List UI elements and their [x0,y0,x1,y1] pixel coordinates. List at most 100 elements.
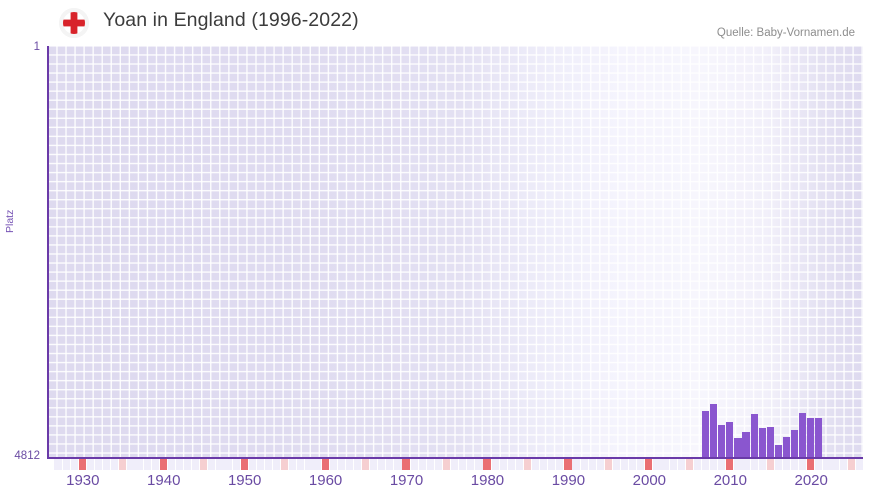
x-tick-swatch [370,459,378,470]
bar-2017[interactable] [782,437,791,458]
x-tick-swatch [103,459,111,470]
x-axis-label-2000: 2000 [632,472,667,489]
x-tick-swatch-1935 [119,459,127,470]
x-tick-swatch [135,459,143,470]
x-tick-swatch [143,459,151,470]
x-tick-swatch [588,459,596,470]
bar-2008[interactable] [710,404,718,458]
x-tick-swatch [248,459,256,470]
bar-2007[interactable] [701,411,710,458]
bar-2019[interactable] [799,413,807,458]
x-tick-swatch [621,459,629,470]
bar-2020[interactable] [807,418,815,458]
chart-source-attribution: Quelle: Baby-Vornamen.de [716,27,855,39]
x-tick-swatch [337,459,345,470]
x-tick-swatch-2020 [807,459,815,470]
x-axis-label-1930: 1930 [66,472,100,489]
plot-gridlines [48,46,863,458]
x-tick-swatch [216,459,224,470]
x-tick-swatch [799,459,807,470]
x-tick-swatch [710,459,718,470]
x-tick-swatch [289,459,297,470]
x-tick-swatch [629,459,637,470]
x-tick-swatch [54,459,62,470]
x-axis-label-1960: 1960 [308,472,343,489]
x-axis-label-1980: 1980 [470,472,505,489]
x-tick-swatch [208,459,216,470]
x-tick-swatch [175,459,184,470]
x-tick-swatch [653,459,661,470]
x-tick-swatch [507,459,515,470]
x-tick-swatch [742,459,750,470]
x-tick-swatch [386,459,394,470]
bar-2018[interactable] [790,430,799,458]
x-tick-swatch-1985 [523,459,532,470]
x-tick-swatch [345,459,354,470]
x-tick-swatch-2000 [645,459,653,470]
x-axis-label-1990: 1990 [551,472,586,489]
x-axis-label-2020: 2020 [794,472,828,489]
x-tick-swatch [548,459,556,470]
x-tick-swatch-2015 [766,459,774,470]
x-tick-swatch [782,459,791,470]
x-tick-swatch [151,459,159,470]
x-tick-swatch [774,459,782,470]
x-axis-line [47,457,863,459]
x-tick-swatch [612,459,621,470]
x-tick-swatch-2010 [726,459,734,470]
x-tick-swatch-2025 [847,459,855,470]
x-tick-swatch [70,459,78,470]
x-tick-swatch [491,459,499,470]
x-axis-label-1950: 1950 [227,472,262,489]
x-axis-tick-band [48,459,863,470]
x-tick-swatch [750,459,758,470]
x-tick-swatch-1995 [604,459,612,470]
x-axis-label-1970: 1970 [389,472,424,489]
x-tick-swatch-1990 [564,459,572,470]
bar-2016[interactable] [774,445,782,458]
y-axis-line [47,46,49,458]
x-tick-swatch [451,459,459,470]
bar-2012[interactable] [742,432,750,458]
x-tick-swatch [167,459,175,470]
x-tick-swatch [264,459,273,470]
x-tick-swatch [297,459,305,470]
bar-2014[interactable] [758,428,766,458]
x-axis-label-1940: 1940 [147,472,181,489]
x-tick-swatch [596,459,604,470]
x-tick-swatch [353,459,362,470]
x-tick-swatch [232,459,240,470]
y-axis-label-top: 1 [33,41,40,53]
x-tick-swatch [434,459,443,470]
england-flag-icon [59,8,89,38]
bar-2009[interactable] [718,425,726,458]
x-tick-swatch [111,459,119,470]
x-tick-swatch [183,459,192,470]
x-tick-swatch [305,459,313,470]
x-tick-swatch [734,459,742,470]
bar-2015[interactable] [766,427,774,458]
x-tick-swatch-1945 [200,459,208,470]
x-tick-swatch [418,459,426,470]
x-tick-swatch [459,459,467,470]
x-tick-swatch [467,459,475,470]
x-tick-swatch [758,459,766,470]
x-tick-swatch [823,459,831,470]
x-tick-swatch [572,459,580,470]
x-tick-swatch [839,459,847,470]
x-tick-swatch [378,459,386,470]
x-tick-swatch [718,459,726,470]
bar-2021[interactable] [815,418,823,458]
x-tick-swatch [410,459,418,470]
y-axis-label-bottom: 4812 [14,450,40,462]
x-tick-swatch [531,459,540,470]
y-axis-title: Platz [4,209,16,233]
x-tick-swatch [127,459,135,470]
x-tick-swatch [313,459,321,470]
x-tick-swatch [329,459,337,470]
bar-2011[interactable] [734,438,742,458]
bar-2010[interactable] [726,422,734,458]
x-tick-swatch [540,459,548,470]
bar-2013[interactable] [750,414,758,458]
x-tick-swatch-1940 [159,459,167,470]
